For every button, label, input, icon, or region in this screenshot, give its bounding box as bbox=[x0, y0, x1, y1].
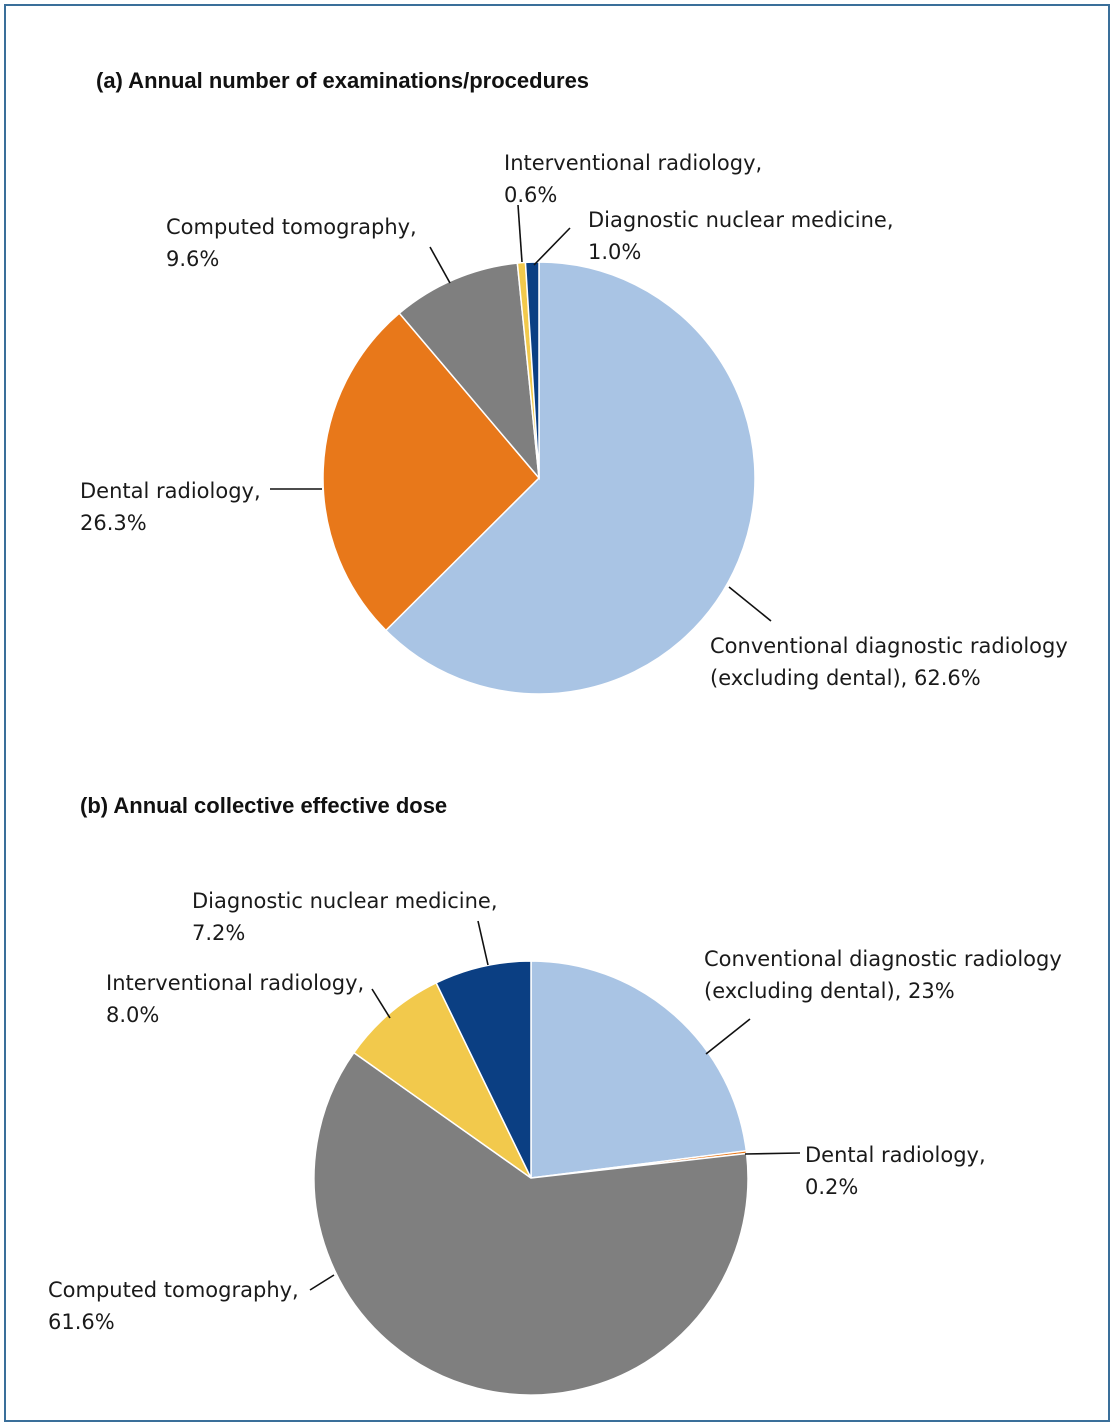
slice-label-line-1: Conventional diagnostic radiology bbox=[704, 947, 1062, 971]
pie-slice-computed-tomography bbox=[313, 1051, 749, 1396]
slice-label-line-1: Conventional diagnostic radiology bbox=[710, 634, 1068, 658]
leader-line-interventional-radiology bbox=[371, 988, 391, 1019]
slice-label-line-1: Dental radiology, bbox=[80, 479, 261, 503]
leader-line-conventional-diagnostic-radiology bbox=[705, 1018, 751, 1055]
slice-label-dental-radiology: Dental radiology, 26.3% bbox=[80, 479, 261, 535]
pie-slice-diagnostic-nuclear-medicine bbox=[435, 960, 532, 1179]
slice-label-line-2: 8.0% bbox=[106, 1003, 159, 1027]
slice-label-line-2: 7.2% bbox=[192, 921, 245, 945]
chart-a-title: (a) Annual number of examinations/proced… bbox=[96, 68, 589, 93]
slice-label-line-2: 26.3% bbox=[80, 511, 147, 535]
pie-slice-conventional-diagnostic-radiology bbox=[384, 261, 756, 695]
slice-label-line-1: Dental radiology, bbox=[805, 1143, 986, 1167]
leader-line-diagnostic-nuclear-medicine bbox=[477, 920, 489, 966]
leader-line-dental-radiology bbox=[744, 1152, 801, 1155]
pie-chart-b: Conventional diagnostic radiology (exclud… bbox=[48, 889, 1062, 1396]
pie-slice-conventional-diagnostic-radiology bbox=[530, 960, 748, 1179]
slice-label-line-2: 9.6% bbox=[166, 247, 219, 271]
slice-label-line-2: 0.6% bbox=[504, 183, 557, 207]
slice-label-computed-tomography: Computed tomography, 9.6% bbox=[166, 215, 417, 271]
slice-label-interventional-radiology: Interventional radiology, 0.6% bbox=[504, 151, 762, 207]
slice-label-interventional-radiology: Interventional radiology, 8.0% bbox=[106, 971, 364, 1027]
slice-label-diagnostic-nuclear-medicine: Diagnostic nuclear medicine, 1.0% bbox=[588, 208, 894, 264]
pie-slice-interventional-radiology bbox=[352, 981, 532, 1179]
pie-slice-dental-radiology bbox=[322, 312, 541, 632]
slice-label-line-2: (excluding dental), 62.6% bbox=[710, 666, 981, 690]
slice-label-diagnostic-nuclear-medicine: Diagnostic nuclear medicine, 7.2% bbox=[192, 889, 498, 945]
slice-label-line-1: Interventional radiology, bbox=[106, 971, 364, 995]
slice-label-line-1: Computed tomography, bbox=[166, 215, 417, 239]
leader-line-diagnostic-nuclear-medicine bbox=[533, 227, 571, 266]
leader-line-computed-tomography bbox=[309, 1274, 335, 1291]
leader-line-interventional-radiology bbox=[517, 204, 523, 263]
slice-label-line-1: Diagnostic nuclear medicine, bbox=[192, 889, 498, 913]
slice-label-dental-radiology: Dental radiology, 0.2% bbox=[805, 1143, 986, 1199]
leader-line-computed-tomography bbox=[429, 246, 451, 284]
leader-line-conventional-diagnostic-radiology bbox=[728, 586, 772, 622]
slice-label-conventional-diagnostic-radiology: Conventional diagnostic radiology (exclud… bbox=[704, 947, 1062, 1003]
pie-slice-computed-tomography bbox=[398, 262, 540, 481]
slice-label-conventional-diagnostic-radiology: Conventional diagnostic radiology (exclud… bbox=[710, 634, 1068, 690]
slice-label-line-2: 61.6% bbox=[48, 1310, 115, 1334]
pie-slice-diagnostic-nuclear-medicine bbox=[524, 261, 540, 479]
slice-label-line-1: Interventional radiology, bbox=[504, 151, 762, 175]
slice-label-line-1: Diagnostic nuclear medicine, bbox=[588, 208, 894, 232]
slice-label-line-2: 0.2% bbox=[805, 1175, 858, 1199]
slice-label-line-2: (excluding dental), 23% bbox=[704, 979, 955, 1003]
slice-label-line-1: Computed tomography, bbox=[48, 1278, 299, 1302]
slice-label-computed-tomography: Computed tomography, 61.6% bbox=[48, 1278, 299, 1334]
slice-label-line-2: 1.0% bbox=[588, 240, 641, 264]
chart-b-title: (b) Annual collective effective dose bbox=[80, 793, 447, 818]
pie-chart-a: Conventional diagnostic radiology (exclud… bbox=[80, 151, 1068, 695]
